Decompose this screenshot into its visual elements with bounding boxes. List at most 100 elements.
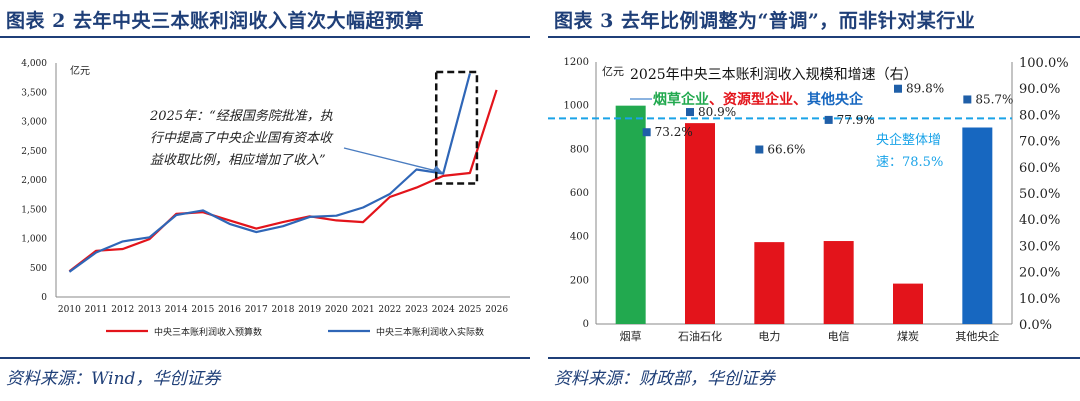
x-tick-label: 其他央企 (955, 329, 999, 343)
x-tick-label: 2021 (352, 305, 375, 315)
x-tick-label: 电信 (828, 330, 850, 343)
growth-label: 89.8% (906, 82, 944, 96)
growth-marker (755, 145, 764, 154)
annotation-text-line: 益收取比例，相应增加了收入” (150, 152, 326, 168)
x-tick-label: 2026 (485, 305, 508, 315)
right-y-tick-label: 0.0% (1019, 318, 1052, 333)
y-tick-label: 3,500 (21, 88, 47, 98)
right-bar-chart: 0 200 400 600 800 1000 1200 0.0% 10.0% 20.0% 30.0%… (548, 56, 1069, 343)
growth-label: 66.6% (767, 143, 805, 157)
legend-part: 资源型企业 (723, 91, 793, 108)
x-tick-label: 石油石化 (678, 329, 722, 343)
right-figure-title: 图表 3 去年比例调整为“普调”，而非针对某行业 (554, 10, 976, 32)
annotation-arrowhead (432, 165, 443, 173)
y-tick-label: 1,500 (21, 205, 47, 215)
left-y-tick-label: 800 (570, 144, 589, 155)
x-tick-label: 2015 (191, 305, 214, 315)
legend-part: 烟草企业 (653, 91, 709, 108)
y-tick-label: 500 (30, 264, 47, 274)
left-y-tick-label: 1000 (564, 101, 589, 112)
left-line-chart: 0 500 1,000 1,500 2,000 2,500 3,000 3,500 4,000 亿… (21, 59, 510, 338)
right-y-tick-label: 60.0% (1019, 161, 1060, 176)
budget-series-line (68, 89, 498, 273)
right-figure-panel: 图表 3 去年比例调整为“普调”，而非针对某行业 0 200 400 600 800 10… (548, 0, 1080, 401)
right-y-tick-label: 30.0% (1019, 239, 1060, 254)
legend-part: 其他央企 (807, 91, 864, 108)
right-y-tick-label: 90.0% (1019, 82, 1060, 97)
chart-title: 2025年中央三本账利润收入规模和增速（右） (630, 67, 918, 83)
growth-marker (894, 84, 902, 93)
right-y-tick-label: 50.0% (1019, 187, 1060, 202)
x-tick-label: 2017 (245, 305, 268, 315)
left-figure-panel: 图表 2 去年中央三本账利润收入首次大幅超预算 0 500 1,000 1,500 2,… (0, 0, 530, 401)
overall-growth-label: 速：78.5% (876, 155, 943, 170)
right-y-tick-label: 20.0% (1019, 266, 1060, 281)
x-tick-label: 2020 (325, 305, 348, 315)
bar-1 (685, 123, 715, 324)
x-tick-label: 2014 (165, 305, 188, 315)
right-title-rule (548, 36, 1080, 38)
actual-series-line (68, 73, 471, 273)
growth-marker (686, 108, 694, 117)
bar-5 (962, 127, 993, 324)
highlight-box-2025 (434, 70, 479, 185)
x-tick-label: 2011 (85, 305, 108, 315)
x-tick-label: 煤炭 (897, 330, 919, 343)
growth-label: 73.2% (655, 125, 693, 139)
y-tick-label: 2,500 (21, 147, 47, 157)
x-tick-label: 2024 (432, 305, 455, 315)
legend-label: 中央三本账利润收入实际数 (376, 326, 484, 338)
left-title-rule (0, 36, 530, 38)
y-tick-label: 3,000 (21, 118, 47, 128)
x-tick-label: 烟草 (620, 329, 642, 343)
x-tick-label: 2022 (378, 305, 401, 315)
legend-part: 、 (709, 92, 723, 108)
y-axis-unit: 亿元 (70, 64, 90, 77)
category-legend: 烟草企业、资源型企业、其他央企 (653, 91, 864, 108)
y-tick-label: 0 (41, 293, 47, 303)
bar-2 (754, 242, 785, 324)
x-tick-label: 2012 (111, 305, 134, 315)
growth-label: 77.9% (837, 113, 875, 127)
right-y-tick-label: 10.0% (1019, 292, 1060, 307)
right-y-tick-label: 40.0% (1019, 213, 1060, 228)
x-tick-label: 2019 (298, 305, 321, 315)
x-tick-label: 2016 (218, 305, 241, 315)
x-tick-label: 电力 (758, 330, 780, 343)
right-y-tick-label: 80.0% (1019, 108, 1060, 123)
annotation-arrow (343, 147, 443, 174)
right-y-tick-label: 70.0% (1019, 135, 1060, 150)
bar-4 (893, 283, 923, 324)
y-axis-unit: 亿元 (602, 65, 624, 78)
y-tick-label: 4,000 (21, 59, 47, 69)
y-tick-label: 2,000 (21, 176, 47, 186)
left-y-tick-label: 400 (570, 232, 589, 243)
left-y-tick-label: 0 (583, 319, 589, 330)
growth-marker (824, 115, 833, 124)
right-source-rule (548, 357, 1080, 359)
left-figure-title: 图表 2 去年中央三本账利润收入首次大幅超预算 (6, 10, 424, 32)
x-tick-label: 2010 (58, 305, 81, 315)
right-y-tick-label: 100.0% (1019, 56, 1069, 71)
bar-0 (615, 105, 646, 325)
x-tick-label: 2013 (138, 305, 161, 315)
legend-label: 中央三本账利润收入预算数 (154, 326, 262, 338)
growth-marker (642, 128, 651, 137)
left-y-tick-label: 600 (570, 188, 589, 199)
left-y-tick-label: 200 (570, 275, 589, 286)
x-tick-label: 2023 (405, 305, 428, 315)
bar-3 (823, 241, 854, 324)
legend-part: 、 (793, 92, 807, 108)
annotation-text-line: 2025年：“经报国务院批准，执 (149, 108, 333, 124)
growth-marker (963, 95, 972, 104)
left-source-rule (0, 357, 530, 359)
overall-growth-label: 央企整体增 (876, 132, 941, 148)
growth-label: 80.9% (698, 105, 736, 119)
growth-label: 85.7% (975, 92, 1013, 106)
y-tick-label: 1,000 (21, 235, 47, 245)
annotation-text-line: 行中提高了中央企业国有资本收 (150, 130, 334, 146)
x-tick-label: 2025 (458, 305, 481, 315)
left-source-note: 资料来源：Wind，华创证券 (6, 369, 221, 389)
left-y-tick-label: 1200 (564, 57, 589, 68)
right-source-note: 资料来源：财政部，华创证券 (554, 369, 775, 389)
